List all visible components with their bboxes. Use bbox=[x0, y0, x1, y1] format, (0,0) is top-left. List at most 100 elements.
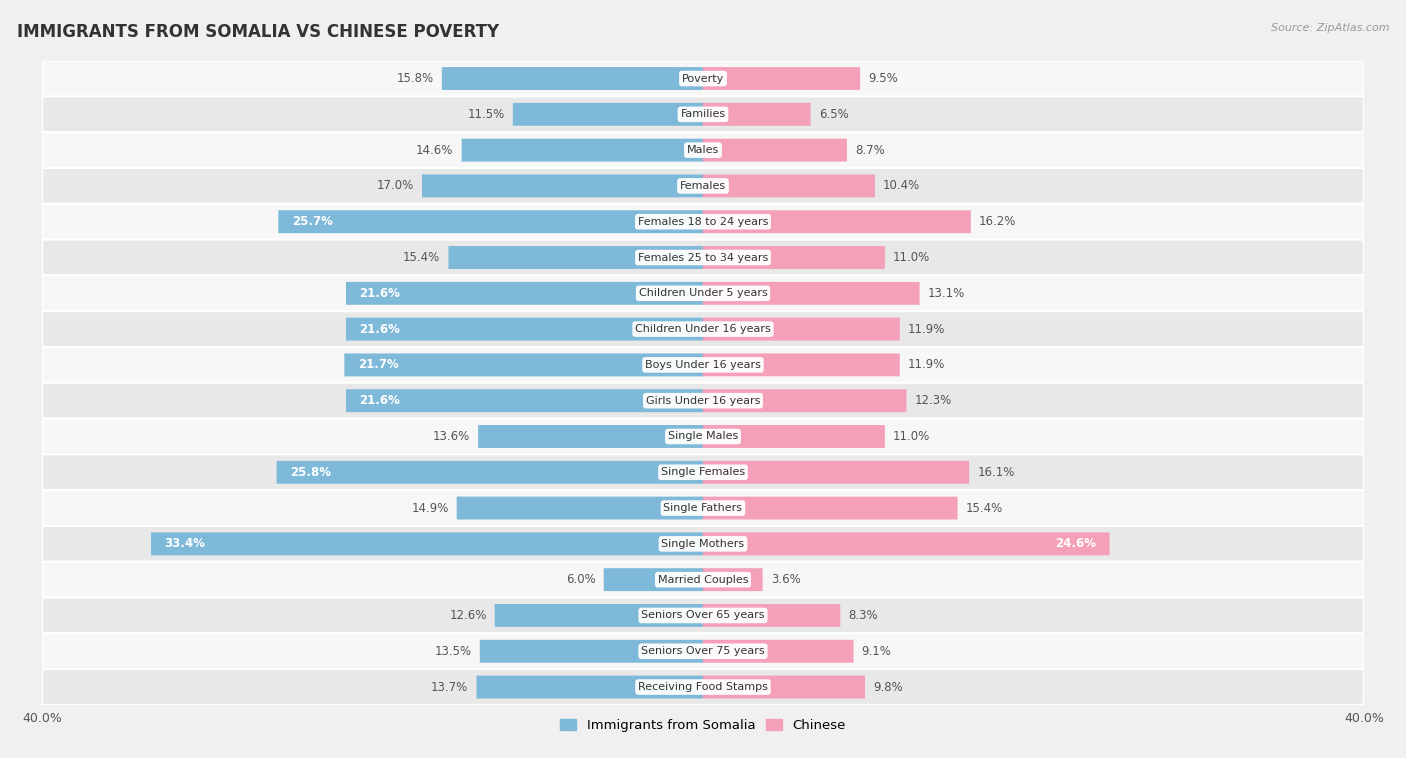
FancyBboxPatch shape bbox=[42, 597, 1364, 634]
Text: Girls Under 16 years: Girls Under 16 years bbox=[645, 396, 761, 406]
Text: 11.5%: 11.5% bbox=[468, 108, 505, 121]
Text: Single Mothers: Single Mothers bbox=[661, 539, 745, 549]
FancyBboxPatch shape bbox=[277, 461, 703, 484]
Text: 13.7%: 13.7% bbox=[432, 681, 468, 694]
Text: 21.6%: 21.6% bbox=[360, 323, 401, 336]
FancyBboxPatch shape bbox=[478, 425, 703, 448]
Text: 16.1%: 16.1% bbox=[977, 465, 1015, 479]
Text: 21.6%: 21.6% bbox=[360, 394, 401, 407]
Text: 11.0%: 11.0% bbox=[893, 251, 931, 264]
FancyBboxPatch shape bbox=[703, 496, 957, 519]
FancyBboxPatch shape bbox=[42, 96, 1364, 132]
Text: Families: Families bbox=[681, 109, 725, 119]
Text: 6.0%: 6.0% bbox=[565, 573, 596, 586]
Text: Males: Males bbox=[688, 145, 718, 155]
FancyBboxPatch shape bbox=[603, 568, 703, 591]
Text: Married Couples: Married Couples bbox=[658, 575, 748, 584]
FancyBboxPatch shape bbox=[479, 640, 703, 662]
FancyBboxPatch shape bbox=[703, 675, 865, 699]
FancyBboxPatch shape bbox=[703, 210, 970, 233]
FancyBboxPatch shape bbox=[42, 383, 1364, 418]
Text: IMMIGRANTS FROM SOMALIA VS CHINESE POVERTY: IMMIGRANTS FROM SOMALIA VS CHINESE POVER… bbox=[17, 23, 499, 41]
FancyBboxPatch shape bbox=[42, 490, 1364, 526]
FancyBboxPatch shape bbox=[703, 246, 884, 269]
FancyBboxPatch shape bbox=[42, 526, 1364, 562]
FancyBboxPatch shape bbox=[42, 562, 1364, 597]
FancyBboxPatch shape bbox=[703, 568, 762, 591]
Text: 9.8%: 9.8% bbox=[873, 681, 903, 694]
Text: 8.7%: 8.7% bbox=[855, 143, 884, 157]
Text: 12.3%: 12.3% bbox=[914, 394, 952, 407]
Text: 11.0%: 11.0% bbox=[893, 430, 931, 443]
FancyBboxPatch shape bbox=[703, 532, 1109, 556]
Text: 25.7%: 25.7% bbox=[291, 215, 332, 228]
FancyBboxPatch shape bbox=[42, 669, 1364, 705]
Text: Single Females: Single Females bbox=[661, 467, 745, 478]
FancyBboxPatch shape bbox=[703, 174, 875, 197]
Text: Females 18 to 24 years: Females 18 to 24 years bbox=[638, 217, 768, 227]
Text: 13.1%: 13.1% bbox=[928, 287, 965, 300]
FancyBboxPatch shape bbox=[42, 454, 1364, 490]
FancyBboxPatch shape bbox=[42, 312, 1364, 347]
FancyBboxPatch shape bbox=[42, 347, 1364, 383]
FancyBboxPatch shape bbox=[703, 640, 853, 662]
FancyBboxPatch shape bbox=[703, 318, 900, 340]
FancyBboxPatch shape bbox=[703, 139, 846, 161]
Text: 21.6%: 21.6% bbox=[360, 287, 401, 300]
FancyBboxPatch shape bbox=[703, 461, 969, 484]
FancyBboxPatch shape bbox=[495, 604, 703, 627]
FancyBboxPatch shape bbox=[703, 103, 810, 126]
Text: 21.7%: 21.7% bbox=[357, 359, 398, 371]
FancyBboxPatch shape bbox=[344, 353, 703, 377]
FancyBboxPatch shape bbox=[346, 318, 703, 340]
FancyBboxPatch shape bbox=[457, 496, 703, 519]
Text: 8.3%: 8.3% bbox=[848, 609, 877, 622]
Text: Source: ZipAtlas.com: Source: ZipAtlas.com bbox=[1271, 23, 1389, 33]
Text: Females 25 to 34 years: Females 25 to 34 years bbox=[638, 252, 768, 262]
FancyBboxPatch shape bbox=[422, 174, 703, 197]
Text: Seniors Over 65 years: Seniors Over 65 years bbox=[641, 610, 765, 621]
Text: 15.8%: 15.8% bbox=[396, 72, 433, 85]
FancyBboxPatch shape bbox=[346, 390, 703, 412]
FancyBboxPatch shape bbox=[150, 532, 703, 556]
FancyBboxPatch shape bbox=[42, 132, 1364, 168]
Text: Children Under 16 years: Children Under 16 years bbox=[636, 324, 770, 334]
Text: Single Males: Single Males bbox=[668, 431, 738, 441]
FancyBboxPatch shape bbox=[42, 418, 1364, 454]
Text: 13.5%: 13.5% bbox=[434, 645, 471, 658]
Text: 9.1%: 9.1% bbox=[862, 645, 891, 658]
Text: 12.6%: 12.6% bbox=[449, 609, 486, 622]
Text: 15.4%: 15.4% bbox=[404, 251, 440, 264]
Text: Children Under 5 years: Children Under 5 years bbox=[638, 288, 768, 299]
FancyBboxPatch shape bbox=[461, 139, 703, 161]
Text: Females: Females bbox=[681, 181, 725, 191]
FancyBboxPatch shape bbox=[703, 353, 900, 377]
Text: Poverty: Poverty bbox=[682, 74, 724, 83]
FancyBboxPatch shape bbox=[703, 390, 907, 412]
Text: 15.4%: 15.4% bbox=[966, 502, 1002, 515]
Text: Seniors Over 75 years: Seniors Over 75 years bbox=[641, 647, 765, 656]
Text: 3.6%: 3.6% bbox=[770, 573, 800, 586]
Text: 13.6%: 13.6% bbox=[433, 430, 470, 443]
FancyBboxPatch shape bbox=[42, 275, 1364, 312]
FancyBboxPatch shape bbox=[42, 240, 1364, 275]
FancyBboxPatch shape bbox=[703, 67, 860, 90]
Text: 24.6%: 24.6% bbox=[1054, 537, 1097, 550]
FancyBboxPatch shape bbox=[703, 425, 884, 448]
FancyBboxPatch shape bbox=[42, 204, 1364, 240]
FancyBboxPatch shape bbox=[42, 61, 1364, 96]
Text: Boys Under 16 years: Boys Under 16 years bbox=[645, 360, 761, 370]
Text: 17.0%: 17.0% bbox=[377, 180, 413, 193]
FancyBboxPatch shape bbox=[346, 282, 703, 305]
Text: 6.5%: 6.5% bbox=[818, 108, 848, 121]
Text: 9.5%: 9.5% bbox=[868, 72, 898, 85]
Text: Receiving Food Stamps: Receiving Food Stamps bbox=[638, 682, 768, 692]
FancyBboxPatch shape bbox=[477, 675, 703, 699]
Text: 14.6%: 14.6% bbox=[416, 143, 454, 157]
Text: 10.4%: 10.4% bbox=[883, 180, 921, 193]
FancyBboxPatch shape bbox=[703, 604, 841, 627]
FancyBboxPatch shape bbox=[278, 210, 703, 233]
FancyBboxPatch shape bbox=[513, 103, 703, 126]
Text: 14.9%: 14.9% bbox=[411, 502, 449, 515]
Text: 11.9%: 11.9% bbox=[908, 323, 945, 336]
